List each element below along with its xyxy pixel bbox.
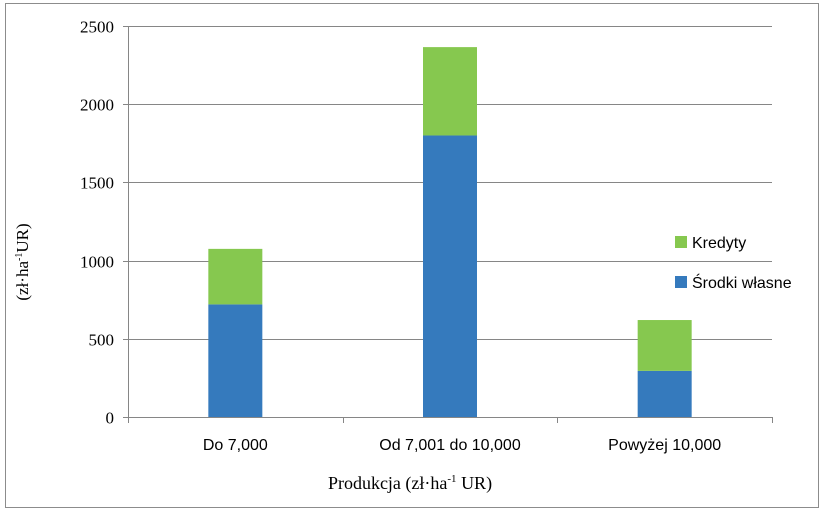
y-axis-title-sup: -1 bbox=[14, 253, 25, 261]
x-axis-title-sup: -1 bbox=[447, 473, 456, 485]
legend-label: Kredyty bbox=[692, 235, 746, 252]
bars bbox=[208, 47, 692, 418]
y-tick-labels: 0 500 1000 1500 2000 2500 bbox=[80, 18, 114, 428]
y-tick-label: 500 bbox=[89, 331, 115, 350]
y-tick-label: 2500 bbox=[80, 18, 114, 37]
chart-frame bbox=[5, 3, 819, 508]
bar-segment bbox=[637, 320, 692, 371]
y-tick-label: 1500 bbox=[80, 174, 114, 193]
legend-label: Środki własne bbox=[692, 273, 792, 292]
x-axis-title-main: Produkcja (zł·ha bbox=[328, 473, 447, 494]
y-axis-title-main: (zł·ha bbox=[13, 261, 32, 301]
y-tick-label: 2000 bbox=[80, 96, 114, 115]
x-axis-title-tail: UR) bbox=[457, 473, 493, 494]
y-tick-label: 0 bbox=[106, 409, 115, 428]
x-tick-labels: Do 7,000 Od 7,001 do 10,000 Powyżej 10,000 bbox=[203, 437, 721, 454]
legend-swatch bbox=[675, 236, 687, 248]
bar-segment bbox=[423, 135, 477, 418]
x-tick-label: Do 7,000 bbox=[203, 437, 268, 454]
bar-segment bbox=[208, 248, 263, 305]
bar-segment bbox=[423, 47, 477, 136]
x-axis-title: Produkcja (zł·ha-1 UR) bbox=[328, 473, 492, 494]
bar-segment bbox=[637, 370, 692, 417]
bar-segment bbox=[208, 304, 263, 417]
y-axis-title: (zł·ha-1UR) bbox=[13, 223, 32, 300]
x-tick-label: Powyżej 10,000 bbox=[608, 437, 721, 454]
x-tick-label: Od 7,001 do 10,000 bbox=[379, 437, 521, 454]
y-axis-title-tail: UR) bbox=[13, 223, 32, 252]
y-tick-label: 1000 bbox=[80, 253, 114, 272]
legend: Kredyty Środki własne bbox=[675, 235, 792, 292]
legend-swatch bbox=[675, 276, 687, 288]
